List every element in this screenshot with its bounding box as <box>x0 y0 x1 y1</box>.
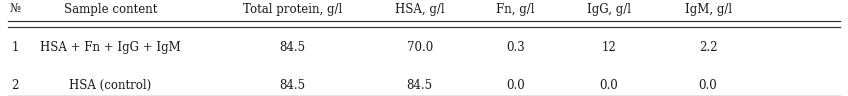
Text: 0.3: 0.3 <box>506 41 525 54</box>
Text: 2: 2 <box>12 79 19 92</box>
Text: HSA + Fn + IgG + IgM: HSA + Fn + IgG + IgM <box>40 41 181 54</box>
Text: Sample content: Sample content <box>64 3 157 16</box>
Text: 84.5: 84.5 <box>280 79 305 92</box>
Text: IgG, g/l: IgG, g/l <box>587 3 631 16</box>
Text: 1: 1 <box>12 41 19 54</box>
Text: 2.2: 2.2 <box>699 41 717 54</box>
Text: 0.0: 0.0 <box>506 79 525 92</box>
Text: 84.5: 84.5 <box>280 41 305 54</box>
Text: HSA (control): HSA (control) <box>70 79 151 92</box>
Text: 12: 12 <box>601 41 616 54</box>
Text: Fn, g/l: Fn, g/l <box>496 3 535 16</box>
Text: 70.0: 70.0 <box>407 41 432 54</box>
Text: HSA, g/l: HSA, g/l <box>395 3 444 16</box>
Text: Total protein, g/l: Total protein, g/l <box>243 3 343 16</box>
Text: 0.0: 0.0 <box>600 79 618 92</box>
Text: №: № <box>9 3 21 16</box>
Text: 0.0: 0.0 <box>699 79 717 92</box>
Text: 84.5: 84.5 <box>407 79 432 92</box>
Text: IgM, g/l: IgM, g/l <box>684 3 732 16</box>
